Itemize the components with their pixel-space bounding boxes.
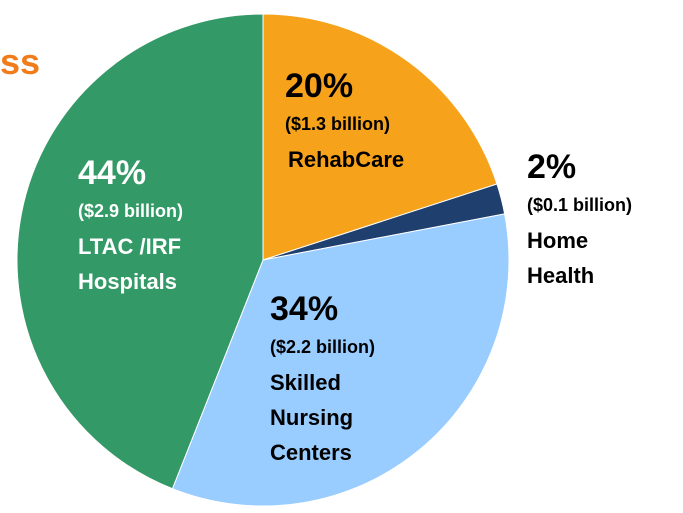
percent-label: 20% [285,67,353,105]
category-label: Health [527,263,594,288]
chart-title: ss [0,41,40,82]
category-label: RehabCare [288,147,404,172]
pie-slice [171,213,510,507]
category-label: Hospitals [78,269,177,294]
percent-label: 44% [78,154,146,192]
amount-label: ($1.3 billion) [285,114,390,134]
amount-label: ($2.9 billion) [78,201,183,221]
amount-label: ($0.1 billion) [527,195,632,215]
pie-slice [262,13,498,261]
category-label: Nursing [270,405,353,430]
category-label: Skilled [270,370,341,395]
category-label: Home [527,228,588,253]
category-label: LTAC /IRF [78,234,181,259]
amount-label: ($2.2 billion) [270,337,375,357]
percent-label: 2% [527,148,576,186]
pie-slice [16,13,264,490]
percent-label: 34% [270,290,338,328]
category-label: Centers [270,440,352,465]
